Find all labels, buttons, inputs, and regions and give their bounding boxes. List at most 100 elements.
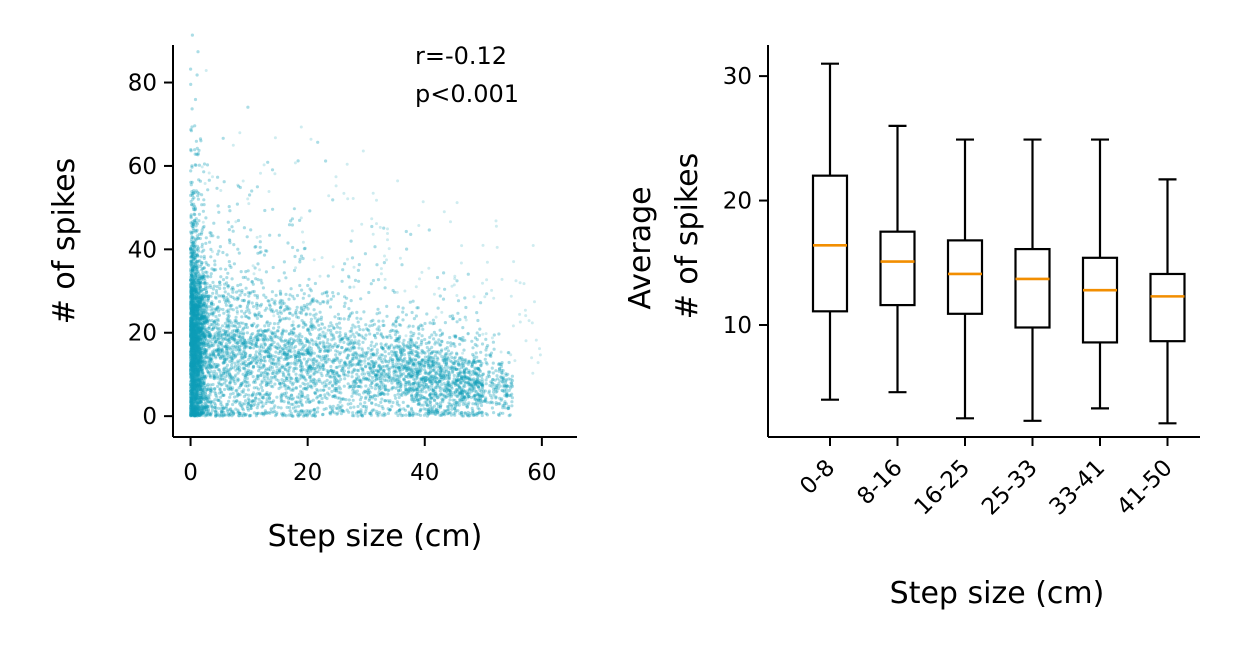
scatter-point [324, 354, 328, 358]
scatter-point [428, 370, 432, 374]
scatter-point [193, 354, 197, 358]
scatter-point [279, 397, 283, 401]
scatter-point [349, 402, 353, 406]
scatter-point [427, 228, 431, 232]
scatter-point [191, 289, 195, 293]
scatter-point [260, 401, 264, 405]
scatter-point [190, 412, 194, 416]
scatter-point [343, 301, 347, 305]
scatter-point [242, 299, 246, 303]
scatter-point [481, 372, 485, 376]
scatter-point [431, 360, 435, 364]
scatter-point [442, 355, 447, 359]
scatter-point [236, 371, 240, 375]
scatter-point [192, 393, 196, 397]
scatter-point [400, 263, 404, 267]
scatter-point [391, 400, 395, 405]
scatter-point [200, 245, 204, 249]
scatter-point [247, 383, 251, 387]
scatter-point [476, 372, 480, 376]
scatter-point [326, 349, 330, 353]
scatter-point [475, 373, 479, 378]
scatter-point [223, 387, 227, 392]
scatter-point [387, 375, 391, 379]
scatter-point [316, 300, 320, 304]
scatter-point [235, 330, 239, 334]
scatter-point [237, 365, 241, 369]
scatter-point [246, 408, 251, 412]
scatter-point [214, 339, 219, 343]
scatter-point [189, 384, 194, 389]
scatter-point [230, 410, 234, 414]
scatter-point [369, 348, 373, 352]
scatter-point [443, 353, 447, 358]
scatter-point [192, 375, 196, 379]
scatter-point [191, 379, 195, 383]
scatter-point [396, 315, 400, 319]
scatter-point [211, 291, 215, 295]
scatter-point [370, 347, 374, 351]
scatter-point [242, 362, 246, 366]
scatter-point [191, 283, 196, 287]
scatter-point [400, 414, 404, 418]
scatter-point [426, 361, 430, 365]
scatter-point [193, 336, 197, 340]
scatter-point [228, 372, 232, 376]
scatter-point [193, 406, 197, 410]
scatter-point [475, 338, 479, 342]
scatter-point [436, 306, 440, 310]
scatter-point [510, 374, 514, 378]
scatter-point [216, 204, 220, 208]
scatter-point [203, 386, 207, 390]
scatter-point [331, 404, 335, 408]
scatter-point [267, 328, 271, 332]
scatter-point [264, 306, 269, 310]
scatter-point [306, 385, 311, 389]
scatter-point [349, 406, 353, 410]
scatter-point [404, 229, 408, 234]
scatter-point [195, 410, 199, 414]
scatter-point [193, 274, 197, 278]
scatter-point [336, 396, 340, 400]
scatter-point [237, 289, 241, 293]
scatter-point [337, 335, 341, 339]
scatter-point [253, 293, 257, 297]
scatter-point [196, 317, 200, 321]
scatter-point [262, 376, 266, 380]
scatter-point [197, 192, 201, 196]
scatter-point [273, 354, 277, 359]
scatter-point [461, 378, 466, 382]
scatter-point [193, 124, 197, 128]
scatter-point [223, 290, 227, 294]
scatter-point [194, 340, 198, 344]
scatter-point [356, 268, 360, 272]
scatter-point [197, 287, 201, 291]
scatter-point [406, 391, 410, 395]
scatter-point [227, 260, 231, 264]
scatter-point [190, 301, 194, 305]
scatter-point [201, 209, 205, 213]
scatter-point [338, 330, 342, 334]
scatter-point [190, 362, 194, 366]
scatter-point [323, 349, 327, 353]
scatter-point [326, 344, 330, 348]
scatter-point [230, 351, 234, 355]
scatter-point [244, 309, 248, 313]
scatter-point [196, 306, 200, 310]
scatter-point [302, 308, 306, 312]
scatter-point [473, 342, 477, 347]
scatter-point [243, 293, 247, 297]
scatter-point [200, 268, 204, 272]
scatter-point [405, 382, 409, 386]
scatter-point [373, 397, 378, 401]
scatter-point [288, 348, 292, 353]
scatter-point [189, 328, 193, 332]
scatter-point [314, 382, 318, 386]
scatter-point [452, 412, 456, 416]
scatter-point [193, 148, 197, 152]
scatter-point [440, 332, 444, 337]
scatter-point [190, 272, 194, 276]
scatter-point [299, 412, 303, 416]
scatter-point [386, 392, 390, 396]
